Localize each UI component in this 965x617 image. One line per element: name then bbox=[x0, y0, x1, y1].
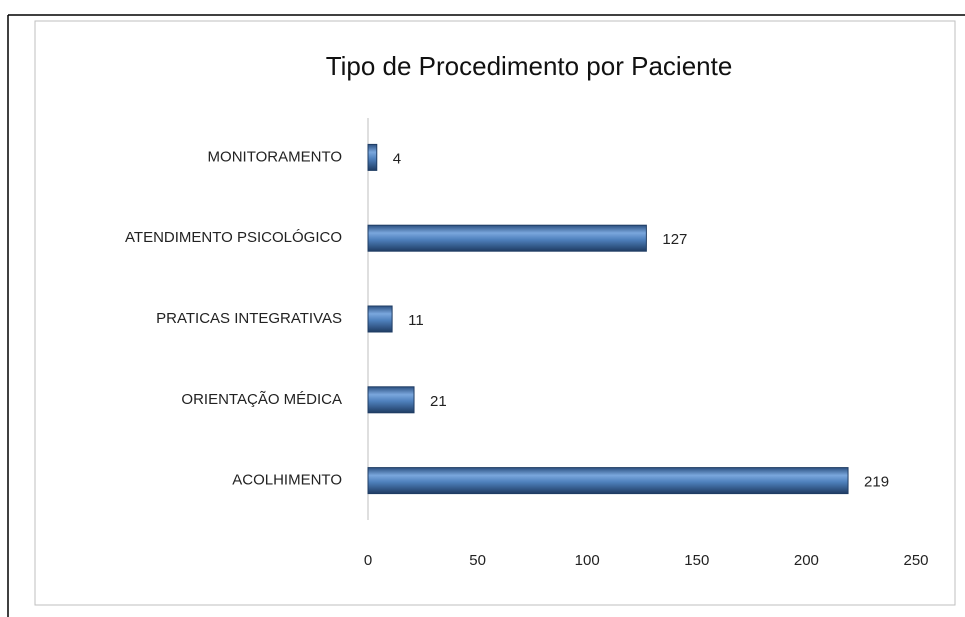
data-label: 11 bbox=[408, 312, 424, 329]
x-tick-label: 150 bbox=[684, 552, 709, 569]
x-tick-label: 0 bbox=[364, 552, 372, 569]
y-tick-label: ATENDIMENTO PSICOLÓGICO bbox=[125, 229, 342, 246]
x-tick-label: 50 bbox=[469, 552, 486, 569]
chart-area bbox=[34, 20, 956, 606]
bar bbox=[367, 143, 378, 171]
data-label: 4 bbox=[393, 150, 401, 167]
data-label: 21 bbox=[430, 393, 447, 410]
x-tick-label: 100 bbox=[575, 552, 600, 569]
bar bbox=[367, 305, 393, 333]
bar bbox=[367, 467, 849, 495]
y-tick-label: ACOLHIMENTO bbox=[232, 472, 342, 489]
bar bbox=[367, 224, 647, 252]
data-label: 127 bbox=[662, 231, 687, 248]
y-tick-label: PRATICAS INTEGRATIVAS bbox=[156, 310, 342, 327]
data-label: 219 bbox=[864, 474, 889, 491]
chart-title: Tipo de Procedimento por Paciente bbox=[326, 51, 733, 81]
x-tick-label: 250 bbox=[903, 552, 928, 569]
y-tick-label: ORIENTAÇÃO MÉDICA bbox=[181, 391, 342, 408]
bar bbox=[367, 386, 415, 414]
y-tick-label: MONITORAMENTO bbox=[208, 148, 342, 165]
x-tick-label: 200 bbox=[794, 552, 819, 569]
